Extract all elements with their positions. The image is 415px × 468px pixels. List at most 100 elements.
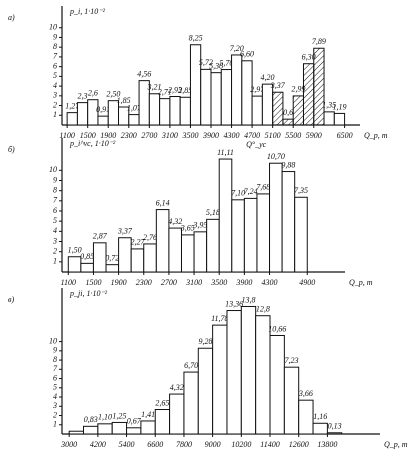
bar [272, 91, 284, 126]
x-tick-label: 9000 [205, 440, 221, 449]
value-label: 1,16 [313, 412, 327, 421]
value-label: 4,20 [261, 73, 275, 82]
bar [255, 315, 271, 435]
x-tick-label: 5400 [119, 440, 135, 449]
x-tick-label: 10200 [231, 440, 251, 449]
value-label: 2,87 [93, 232, 108, 241]
y-tick-label: 9 [53, 175, 57, 184]
value-label: 9,88 [281, 160, 295, 169]
y-tick-label: 8 [53, 42, 57, 51]
bar [97, 115, 109, 126]
value-label: 2,50 [106, 90, 120, 99]
value-label: 1,35 [322, 101, 336, 110]
y-tick-label: 6 [53, 206, 57, 215]
y-tick-label: 8 [53, 185, 57, 194]
value-label: 3,95 [192, 221, 207, 230]
bar [67, 256, 82, 273]
x-tick-label: 3900 [235, 278, 252, 287]
bar [294, 196, 308, 273]
y-tick-label: 10 [49, 336, 57, 345]
x-tick-label: 7800 [176, 440, 192, 449]
y-tick-label: 9 [53, 32, 57, 41]
bar [126, 427, 142, 435]
value-label: 5,70 [219, 58, 233, 67]
bar [80, 262, 94, 273]
value-label: 5,38 [209, 61, 223, 70]
value-label: 3,37 [270, 81, 286, 90]
x-tick-label: 3100 [185, 278, 202, 287]
x-axis-label: Q_p, т [384, 440, 408, 449]
bar [111, 421, 128, 435]
bar [159, 98, 171, 126]
value-label: 6,30 [302, 53, 316, 62]
value-label: 0,72 [105, 254, 119, 263]
bar [231, 199, 245, 273]
bar [183, 371, 199, 435]
bar [220, 69, 233, 126]
value-label: 7,20 [230, 44, 244, 53]
value-label: 0,85 [80, 252, 94, 261]
bar [218, 158, 233, 273]
bar [118, 237, 132, 273]
x-tick-label: 5100 [265, 131, 281, 140]
x-tick-label: 6500 [337, 131, 353, 140]
y-axis-label: p_i, 1·10⁻² [69, 7, 105, 16]
bar [206, 218, 220, 273]
bar [312, 422, 328, 435]
panel-label: б) [8, 145, 15, 154]
bar [189, 44, 202, 126]
x-tick-label: 2300 [121, 131, 137, 140]
bar [251, 95, 263, 126]
bar [76, 102, 89, 126]
x-tick-label: 5500 [285, 131, 301, 140]
bar [193, 231, 208, 273]
value-label: 13,36 [225, 299, 243, 308]
x-axis-label: Q_p, т [364, 131, 388, 140]
bar [281, 171, 296, 273]
bar [313, 47, 325, 126]
value-label: 3,66 [298, 389, 313, 398]
y-tick-label: 8 [53, 355, 57, 364]
value-label: 1,07 [127, 103, 142, 112]
x-tick-label: 3100 [161, 131, 178, 140]
x-tick-label: 4200 [90, 440, 106, 449]
y-tick-label: 2 [53, 100, 57, 109]
x-axis-label: Q_p, т [349, 278, 373, 287]
value-label: 10,70 [267, 152, 285, 161]
value-label: 6,14 [156, 198, 170, 207]
bar [261, 83, 274, 126]
x-tick-label: 4900 [299, 278, 315, 287]
value-label: 4,56 [137, 69, 151, 78]
value-label: 0,13 [328, 422, 342, 431]
bar [210, 72, 222, 126]
bar [105, 264, 120, 273]
x-tick-label: 1100 [59, 131, 74, 140]
value-label: 2,3 [78, 91, 88, 100]
value-label: 3,21 [146, 83, 161, 92]
x-tick-label: 2300 [136, 278, 152, 287]
value-label: 1,27 [65, 101, 80, 110]
x-tick-label: 3500 [181, 131, 198, 140]
bar [154, 409, 171, 435]
x-tick-label: 1100 [61, 278, 76, 287]
bar [130, 248, 145, 273]
x-tick-label: 4300 [262, 278, 278, 287]
value-label: 6,70 [184, 361, 198, 370]
bar [226, 310, 242, 435]
value-label: 2,6 [88, 89, 98, 98]
bar [87, 99, 99, 126]
y-tick-label: 3 [52, 91, 57, 100]
bar [323, 111, 335, 126]
x-tick-label: 1500 [85, 278, 101, 287]
bar [283, 366, 300, 435]
x-tick-label: 1500 [80, 131, 96, 140]
value-label: 11,11 [217, 148, 234, 157]
value-label: 7,35 [294, 186, 308, 195]
y-tick-label: 1 [53, 257, 57, 266]
value-label: 1,85 [117, 96, 131, 105]
value-label: 0,83 [84, 415, 98, 424]
value-label: 8,25 [189, 34, 203, 43]
bar [302, 63, 315, 126]
bar [169, 95, 181, 126]
